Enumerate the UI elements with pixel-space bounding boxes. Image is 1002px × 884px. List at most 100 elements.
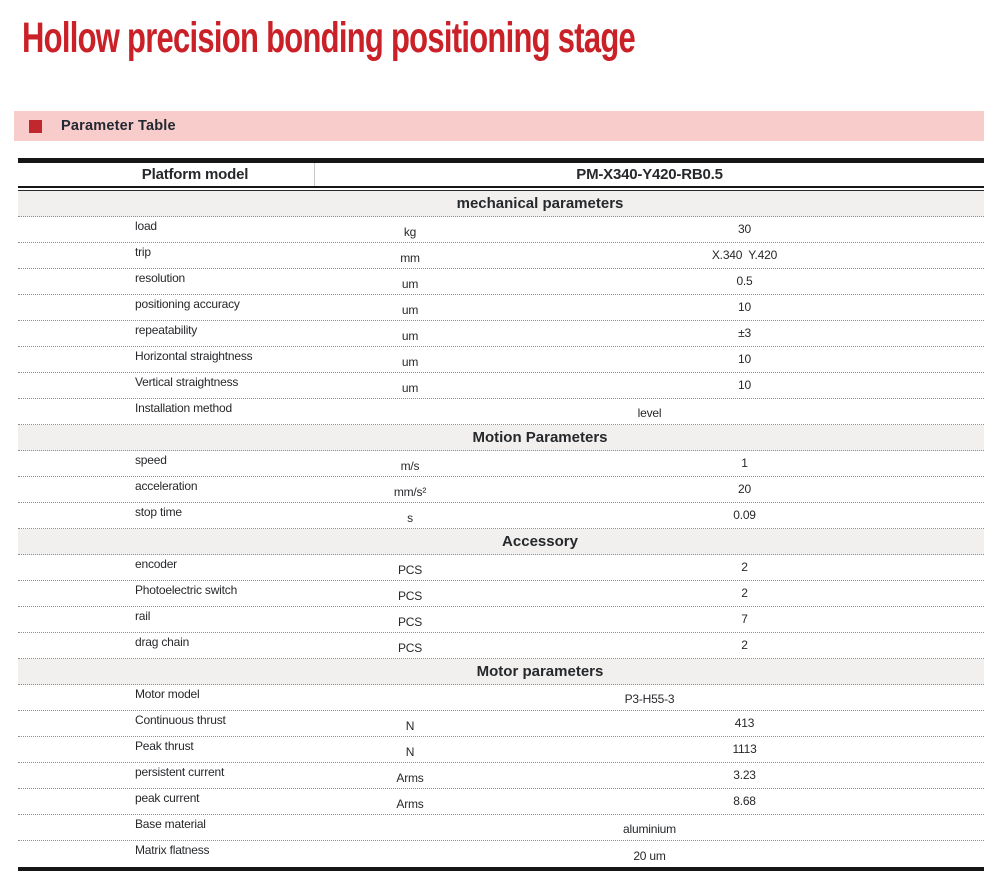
param-value: P3-H55-3: [624, 692, 675, 706]
param-unit: um: [401, 381, 419, 395]
table-row: Vertical straightness um 10: [18, 373, 984, 399]
param-value: 10: [738, 378, 751, 392]
table-row: Peak thrust N 1113: [18, 737, 984, 763]
table-row: load kg 30: [18, 217, 984, 243]
param-unit: um: [401, 329, 419, 343]
param-label: speed: [135, 453, 167, 467]
param-label: acceleration: [135, 479, 198, 493]
param-label: Horizontal straightness: [135, 349, 253, 363]
param-label: trip: [135, 245, 151, 259]
param-label: positioning accuracy: [135, 297, 240, 311]
param-value: aluminium: [623, 822, 676, 836]
table-row: acceleration mm/s² 20: [18, 477, 984, 503]
section-title: Accessory: [502, 533, 578, 550]
table-row: positioning accuracy um 10: [18, 295, 984, 321]
param-label: drag chain: [135, 635, 190, 649]
parameter-table-banner: Parameter Table: [14, 111, 984, 141]
param-value: 10: [738, 300, 751, 314]
param-label: peak current: [135, 791, 200, 805]
param-value: ±3: [738, 326, 751, 340]
param-unit: um: [401, 277, 419, 291]
param-unit: Arms: [396, 771, 424, 785]
param-label: resolution: [135, 271, 186, 285]
section-title: Motion Parameters: [472, 429, 608, 446]
param-label: encoder: [135, 557, 177, 571]
param-value: 0.5: [736, 274, 753, 288]
table-row: Horizontal straightness um 10: [18, 347, 984, 373]
param-unit: PCS: [397, 615, 423, 629]
param-unit: kg: [403, 225, 417, 239]
param-label: Matrix flatness: [135, 843, 210, 857]
param-value: 7: [741, 612, 748, 626]
table-row: Continuous thrust N 413: [18, 711, 984, 737]
table-row: Installation method level: [18, 399, 984, 425]
param-label: Continuous thrust: [135, 713, 226, 727]
param-label: Base material: [135, 817, 206, 831]
param-unit: m/s: [400, 459, 420, 473]
param-unit: N: [405, 745, 415, 759]
section-header-row: Accessory: [18, 529, 984, 555]
param-unit: um: [401, 355, 419, 369]
param-value: 20: [738, 482, 751, 496]
table-bottom-border: [18, 867, 984, 871]
param-label: Photoelectric switch: [135, 583, 238, 597]
table-row: resolution um 0.5: [18, 269, 984, 295]
param-unit: PCS: [397, 641, 423, 655]
banner-title: Parameter Table: [61, 118, 176, 134]
param-label: Vertical straightness: [135, 375, 239, 389]
param-unit: N: [405, 719, 415, 733]
table-top-border: [18, 158, 984, 163]
section-title: mechanical parameters: [456, 195, 624, 212]
table-row: Matrix flatness 20 um: [18, 841, 984, 867]
table-body: mechanical parameters load kg 30 trip mm X.340…: [18, 191, 984, 867]
param-label: persistent current: [135, 765, 225, 779]
red-square-bullet-icon: [29, 119, 42, 133]
section-title: Motor parameters: [476, 663, 604, 680]
table-row: Photoelectric switch PCS 2: [18, 581, 984, 607]
table-row: trip mm X.340 Y.420: [18, 243, 984, 269]
table-row: Motor model P3-H55-3: [18, 685, 984, 711]
param-value: 2: [741, 560, 748, 574]
param-value: X.340 Y.420: [711, 248, 778, 262]
param-unit: PCS: [397, 563, 423, 577]
param-label: Installation method: [135, 401, 232, 415]
param-value: 8.68: [733, 794, 756, 808]
table-row: drag chain PCS 2: [18, 633, 984, 659]
section-header-row: Motor parameters: [18, 659, 984, 685]
platform-model-value: PM-X340-Y420-RB0.5: [576, 166, 723, 183]
table-row: repeatability um ±3: [18, 321, 984, 347]
table-row: encoder PCS 2: [18, 555, 984, 581]
table-header-row: Platform model PM-X340-Y420-RB0.5: [18, 163, 984, 186]
table-row: persistent current Arms 3.23: [18, 763, 984, 789]
table-row: Base material aluminium: [18, 815, 984, 841]
param-value: 3.23: [733, 768, 756, 782]
param-unit: um: [401, 303, 419, 317]
param-value: 1: [741, 456, 748, 470]
param-value: 413: [734, 716, 755, 730]
param-label: stop time: [135, 505, 182, 519]
table-row: rail PCS 7: [18, 607, 984, 633]
param-value: 2: [741, 586, 748, 600]
page-title: Hollow precision bonding positioning sta…: [22, 14, 636, 62]
param-value: 10: [738, 352, 751, 366]
param-label: load: [135, 219, 157, 233]
param-value: 2: [741, 638, 748, 652]
header-double-rule: [18, 186, 984, 191]
param-value: 30: [738, 222, 751, 236]
param-unit: Arms: [396, 797, 424, 811]
platform-model-header: Platform model: [18, 163, 315, 186]
table-row: peak current Arms 8.68: [18, 789, 984, 815]
param-unit: s: [407, 511, 413, 525]
section-header-row: Motion Parameters: [18, 425, 984, 451]
param-label: rail: [135, 609, 151, 623]
param-label: Motor model: [135, 687, 200, 701]
param-unit: mm: [400, 251, 420, 265]
param-value: 1113: [732, 742, 757, 756]
param-label: Peak thrust: [135, 739, 194, 753]
param-value: 0.09: [733, 508, 756, 522]
param-label: repeatability: [135, 323, 198, 337]
parameter-table: Platform model PM-X340-Y420-RB0.5 mechan…: [18, 158, 984, 871]
param-unit: PCS: [397, 589, 423, 603]
section-header-row: mechanical parameters: [18, 191, 984, 217]
